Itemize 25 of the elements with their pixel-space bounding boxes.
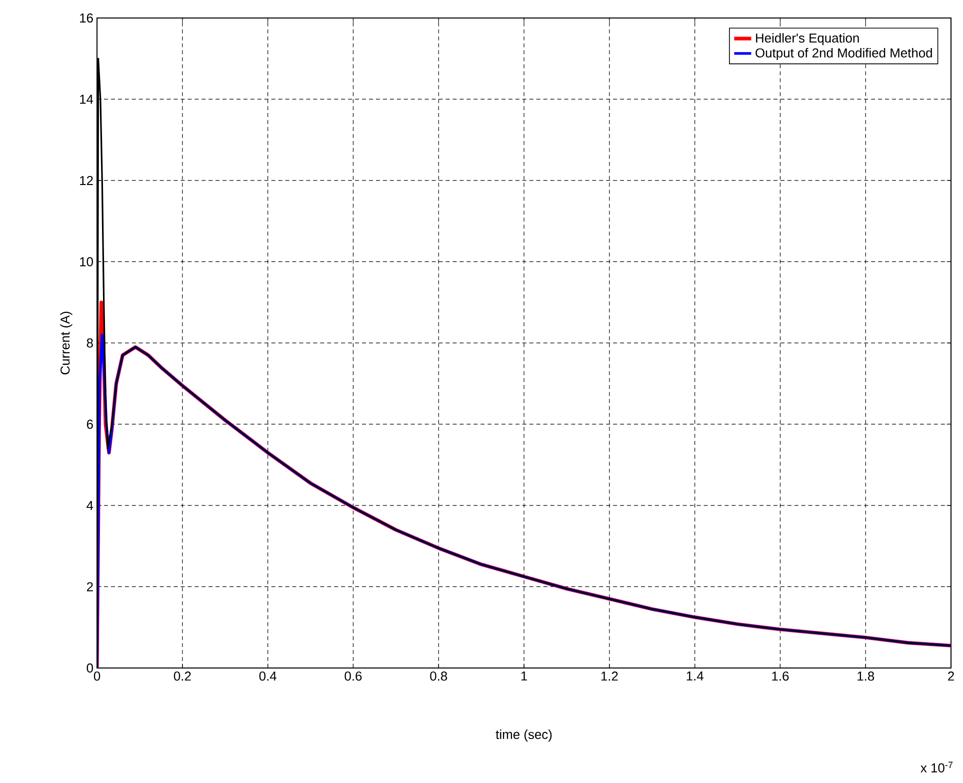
x-tick-label: 0.4	[259, 672, 276, 681]
y-tick-label: 0	[86, 663, 93, 673]
x-tick-label: 0.8	[430, 672, 448, 681]
y-axis-title: Current (A)	[60, 312, 72, 374]
x-tick-label: 0.6	[344, 672, 362, 681]
x-tick-label: 1.6	[772, 672, 789, 681]
y-tick-label: 12	[80, 176, 93, 186]
x-tick-label: 1.8	[858, 672, 874, 681]
y-tick-label: 4	[86, 501, 94, 510]
y-tick-label: 8	[86, 338, 93, 348]
legend-label: Output of 2nd Modified Method	[756, 48, 932, 60]
x-tick-label: 1.2	[601, 672, 618, 681]
y-tick-label: 14	[80, 94, 94, 104]
x-axis-title: time (sec)	[496, 730, 552, 742]
x-tick-label: 2	[948, 672, 954, 681]
y-tick-label: 2	[86, 582, 93, 592]
x-tick-label: 0	[94, 672, 100, 681]
x-tick-label: 1	[521, 672, 527, 680]
legend-label: Heidler's Equation	[756, 33, 859, 46]
y-tick-label: 16	[80, 13, 93, 23]
x-tick-label: 1.4	[686, 672, 704, 680]
y-tick-label: 6	[86, 420, 93, 429]
y-tick-label: 10	[80, 257, 93, 266]
text: x 10$^{-7}$	[920, 762, 953, 772]
x-tick-label: 0.2	[174, 672, 191, 681]
